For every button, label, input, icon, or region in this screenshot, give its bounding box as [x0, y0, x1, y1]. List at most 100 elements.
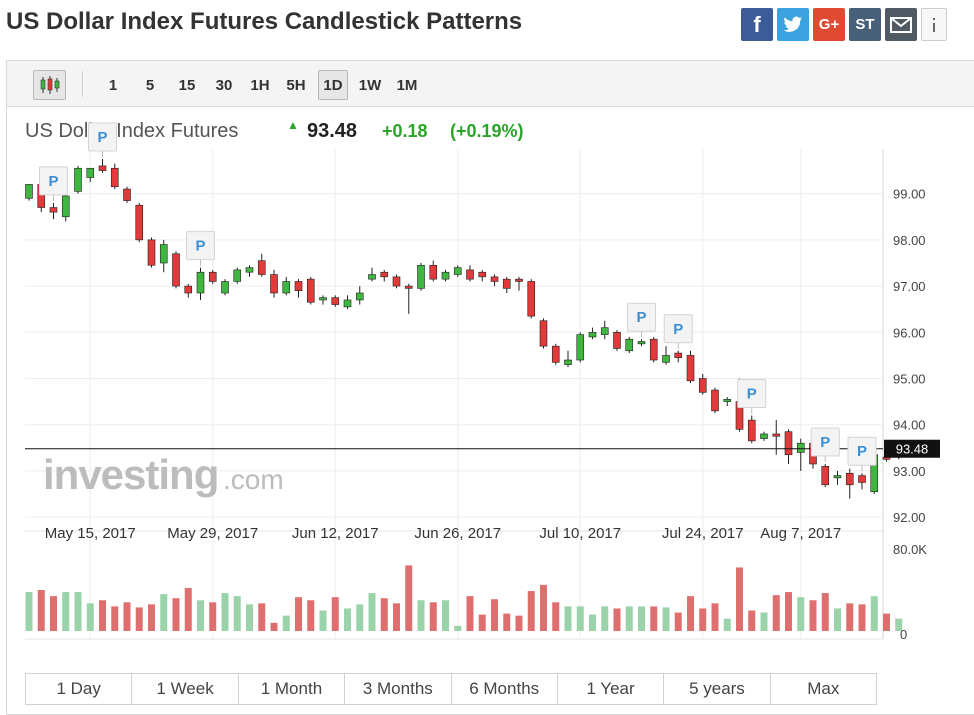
- candle: [723, 396, 732, 407]
- volume-bar: [711, 603, 719, 631]
- candle: [441, 269, 450, 282]
- candle: [294, 279, 303, 298]
- candle: [355, 286, 364, 305]
- candle: [221, 279, 229, 296]
- volume-bar: [809, 600, 817, 631]
- volume-bar: [723, 618, 731, 631]
- volume-bar: [99, 600, 106, 631]
- range-max[interactable]: Max: [770, 674, 876, 704]
- volume-bar: [613, 608, 621, 631]
- candle: [429, 260, 438, 282]
- volume-bar: [368, 593, 376, 631]
- volume-bar: [442, 600, 449, 631]
- price-tick-label: 99.00: [893, 187, 926, 202]
- last-price-tag: [884, 439, 940, 458]
- candle-body: [649, 338, 658, 361]
- stocktwits-share-button[interactable]: ST: [849, 8, 881, 41]
- range-3-months[interactable]: 3 Months: [345, 674, 452, 704]
- interval-1d[interactable]: 1D: [318, 70, 348, 100]
- range-1-year[interactable]: 1 Year: [557, 674, 665, 704]
- price-tick-label: 92.00: [893, 510, 926, 525]
- facebook-share-button[interactable]: f: [741, 8, 773, 41]
- candle-body: [343, 299, 352, 308]
- candle-body: [784, 431, 793, 456]
- volume-bar: [307, 600, 315, 631]
- volume-bar: [491, 599, 498, 631]
- candle-body: [478, 271, 487, 278]
- volume-bar: [625, 606, 633, 631]
- candle-body: [441, 271, 450, 280]
- email-share-button[interactable]: [885, 8, 917, 41]
- interval-5[interactable]: 5: [145, 76, 155, 94]
- interval-1m[interactable]: 1M: [396, 76, 418, 94]
- candle-body: [159, 244, 168, 264]
- candle-body: [698, 378, 707, 393]
- price-tick-label: 98.00: [893, 233, 926, 248]
- candle-body: [355, 292, 364, 301]
- interval-5h[interactable]: 5H: [286, 76, 306, 94]
- interval-1[interactable]: 1: [108, 76, 118, 94]
- candle-body: [184, 285, 193, 294]
- candle-body: [392, 276, 401, 287]
- stocktwits-icon: ST: [855, 16, 875, 33]
- volume-bar: [172, 598, 180, 631]
- price-axis: 92.00 93.00 94.00 95.00 96.00 97.00 98.00 99.00: [893, 187, 926, 525]
- candle-body: [637, 341, 646, 345]
- up-arrow-icon: ▲: [287, 118, 299, 132]
- volume-bar: [883, 613, 890, 631]
- range-1-month[interactable]: 1 Month: [238, 674, 346, 704]
- pattern-marker-label: P: [636, 309, 646, 326]
- candle-body: [551, 345, 560, 363]
- volume-bar: [748, 610, 756, 631]
- candle: [282, 276, 291, 296]
- interval-1h[interactable]: 1H: [250, 76, 270, 94]
- interval-30[interactable]: 30: [215, 76, 233, 94]
- pattern-marker: P: [88, 122, 117, 157]
- candle: [86, 167, 95, 183]
- volume-bar: [246, 604, 253, 631]
- candle: [649, 336, 658, 363]
- volume-bar: [540, 584, 547, 631]
- volume-bars: [25, 565, 903, 631]
- investing-watermark: investing .com: [43, 451, 284, 498]
- range-1-day[interactable]: 1 Day: [26, 674, 133, 704]
- more-options-button[interactable]: [921, 8, 947, 41]
- range-1-week[interactable]: 1 Week: [132, 674, 239, 704]
- pattern-marker-box: [737, 378, 767, 408]
- candle-body: [502, 278, 511, 289]
- volume-bar: [270, 622, 278, 631]
- candle: [527, 279, 536, 319]
- twitter-share-button[interactable]: [777, 8, 809, 41]
- candle: [196, 267, 205, 300]
- googleplus-share-button[interactable]: G+: [813, 8, 845, 41]
- volume-bar: [515, 615, 523, 631]
- range-6-months[interactable]: 6 Months: [451, 674, 558, 704]
- candle: [784, 429, 793, 464]
- candle-body: [490, 276, 499, 282]
- pattern-marker-label: P: [48, 173, 58, 190]
- candle: [747, 415, 756, 444]
- pattern-marker: P: [663, 314, 693, 349]
- interval-15[interactable]: 15: [178, 76, 196, 94]
- candle: [466, 265, 474, 282]
- candle-body: [368, 274, 376, 280]
- candle: [674, 350, 683, 363]
- candle: [502, 276, 511, 294]
- volume-bar: [37, 590, 45, 631]
- candle-body: [404, 285, 413, 289]
- candle-body: [833, 475, 842, 479]
- interval-1w[interactable]: 1W: [358, 76, 382, 94]
- candlestick-type-button[interactable]: [33, 70, 66, 100]
- volume-bar: [135, 607, 143, 631]
- pattern-markers: P P P P P P P P: [39, 122, 877, 472]
- volume-bar: [221, 593, 229, 631]
- candle-body: [600, 327, 609, 335]
- volume-bar: [674, 612, 682, 631]
- candlestick-chart[interactable]: investing .com 93.48 92.00 93.00 94.00 95.0…: [7, 61, 974, 671]
- volume-bar: [736, 567, 743, 631]
- volume-bar: [25, 592, 33, 631]
- candle: [772, 420, 781, 455]
- volume-bar: [50, 596, 57, 631]
- candle: [74, 165, 82, 194]
- range-5-years[interactable]: 5 years: [664, 674, 771, 704]
